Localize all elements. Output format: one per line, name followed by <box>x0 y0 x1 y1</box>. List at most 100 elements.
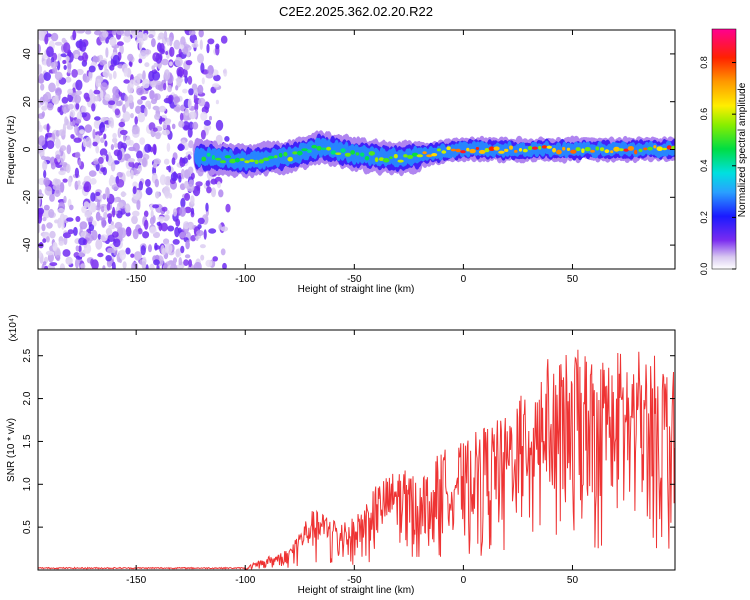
y-tick-label: 1.5 <box>22 434 33 448</box>
noise-blob <box>151 38 156 48</box>
noise-blob <box>42 261 47 266</box>
noise-blob <box>44 91 52 103</box>
noise-blob <box>135 105 142 115</box>
noise-blob <box>190 235 196 242</box>
noise-blob <box>138 41 142 50</box>
noise-blob <box>144 219 149 230</box>
noise-blob <box>88 65 96 73</box>
signal-peak <box>254 159 259 164</box>
signal-peak <box>393 154 398 159</box>
signal-peak <box>618 148 624 152</box>
noise-blob <box>112 92 120 102</box>
noise-blob <box>95 145 100 154</box>
signal-peak <box>671 145 675 151</box>
noise-blob <box>205 180 210 187</box>
noise-blob <box>132 186 137 195</box>
noise-blob <box>43 72 51 81</box>
noise-blob <box>179 206 187 217</box>
snr-y-label: SNR (10 * v/v) <box>6 418 17 482</box>
noise-blob <box>158 105 166 113</box>
snr-series-line <box>38 349 675 570</box>
signal-peak <box>531 146 538 150</box>
noise-blob <box>180 168 185 180</box>
noise-blob <box>144 62 150 68</box>
noise-blob <box>224 136 230 142</box>
noise-blob <box>94 30 102 36</box>
noise-blob <box>65 55 70 63</box>
noise-blob <box>57 207 65 214</box>
signal-peak <box>634 149 638 155</box>
noise-blob <box>89 178 97 185</box>
noise-blob <box>172 208 178 217</box>
signal-peak <box>584 147 591 152</box>
noise-blob <box>112 70 117 80</box>
noise-blob <box>39 96 45 106</box>
noise-blob <box>90 258 94 267</box>
noise-blob <box>75 216 81 222</box>
noise-blob <box>137 112 146 123</box>
noise-blob <box>112 261 116 269</box>
signal-peak <box>224 155 231 159</box>
noise-blob <box>57 53 62 62</box>
noise-blob <box>108 117 114 127</box>
noise-blob <box>165 119 171 126</box>
signal-peak <box>653 145 657 149</box>
noise-blob <box>42 208 51 219</box>
spectrogram-image <box>38 30 675 269</box>
signal-peak <box>570 149 577 154</box>
signal-peak <box>422 151 427 155</box>
colorbar-tick-label: 0.2 <box>699 211 709 224</box>
noise-blob <box>121 63 128 74</box>
noise-blob <box>78 159 82 167</box>
noise-blob <box>206 43 210 54</box>
noise-blob <box>50 162 56 170</box>
signal-peak <box>378 157 384 162</box>
noise-blob <box>152 127 158 132</box>
noise-blob <box>119 249 127 261</box>
noise-blob <box>130 253 135 258</box>
noise-blob <box>75 79 83 91</box>
noise-blob <box>102 265 106 269</box>
noise-blob <box>75 151 81 159</box>
signal-peak <box>306 149 312 153</box>
noise-blob <box>132 228 139 240</box>
noise-blob <box>116 210 123 219</box>
noise-blob <box>69 109 76 118</box>
spectrogram-plot: -150 -100 -50 0 50 -40 -20 0 20 40 Height of stra… <box>6 29 676 295</box>
noise-blob <box>124 94 128 103</box>
noise-blob <box>200 111 208 121</box>
signal-peak <box>666 145 672 150</box>
noise-blob <box>222 262 227 269</box>
signal-peak <box>546 145 552 149</box>
noise-blob <box>38 189 42 196</box>
noise-blob <box>137 228 143 235</box>
signal-peak <box>219 160 227 164</box>
noise-blob <box>112 231 119 238</box>
noise-blob <box>124 101 129 109</box>
noise-blob <box>155 191 160 199</box>
noise-blob <box>178 175 182 183</box>
y-tick-label: 1.0 <box>22 477 33 491</box>
noise-blob <box>184 254 191 259</box>
noise-blob <box>215 119 224 131</box>
x-tick-label: -100 <box>235 274 255 285</box>
noise-blob <box>163 30 168 40</box>
noise-blob <box>66 217 74 222</box>
noise-blob <box>130 113 134 119</box>
noise-blob <box>97 252 104 258</box>
noise-blob <box>99 148 108 157</box>
signal-peak <box>249 159 255 163</box>
signal-peak <box>541 145 548 149</box>
snr-frame <box>37 329 676 571</box>
signal-peak <box>460 150 466 154</box>
noise-blob <box>50 32 59 42</box>
noise-blob <box>85 136 92 148</box>
y-tick-label: 2.5 <box>22 348 33 362</box>
signal-peak <box>262 157 270 162</box>
noise-blob <box>174 56 183 67</box>
noise-blob <box>119 129 128 136</box>
spectrogram-ticks: -150 -100 -50 0 50 -40 -20 0 20 40 <box>22 30 675 285</box>
noise-blob <box>38 30 45 41</box>
noise-blob <box>127 53 134 62</box>
noise-blob <box>220 35 228 44</box>
